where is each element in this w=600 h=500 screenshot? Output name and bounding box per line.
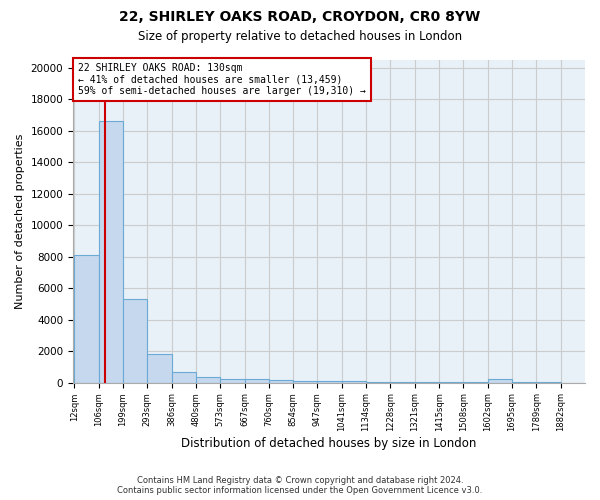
Text: 22 SHIRLEY OAKS ROAD: 130sqm
← 41% of detached houses are smaller (13,459)
59% o: 22 SHIRLEY OAKS ROAD: 130sqm ← 41% of de… [78, 63, 366, 96]
Bar [269, 380, 293, 382]
Bar [98, 122, 123, 382]
Text: 22, SHIRLEY OAKS ROAD, CROYDON, CR0 8YW: 22, SHIRLEY OAKS ROAD, CROYDON, CR0 8YW [119, 10, 481, 24]
Bar [196, 377, 220, 382]
Bar [148, 354, 172, 382]
Bar [172, 372, 196, 382]
Bar [220, 378, 245, 382]
Bar [123, 299, 148, 382]
Bar [488, 380, 512, 382]
Bar [317, 381, 342, 382]
X-axis label: Distribution of detached houses by size in London: Distribution of detached houses by size … [181, 437, 477, 450]
Y-axis label: Number of detached properties: Number of detached properties [15, 134, 25, 309]
Bar [245, 380, 269, 382]
Bar [74, 255, 98, 382]
Bar [293, 381, 317, 382]
Text: Size of property relative to detached houses in London: Size of property relative to detached ho… [138, 30, 462, 43]
Text: Contains HM Land Registry data © Crown copyright and database right 2024.
Contai: Contains HM Land Registry data © Crown c… [118, 476, 482, 495]
